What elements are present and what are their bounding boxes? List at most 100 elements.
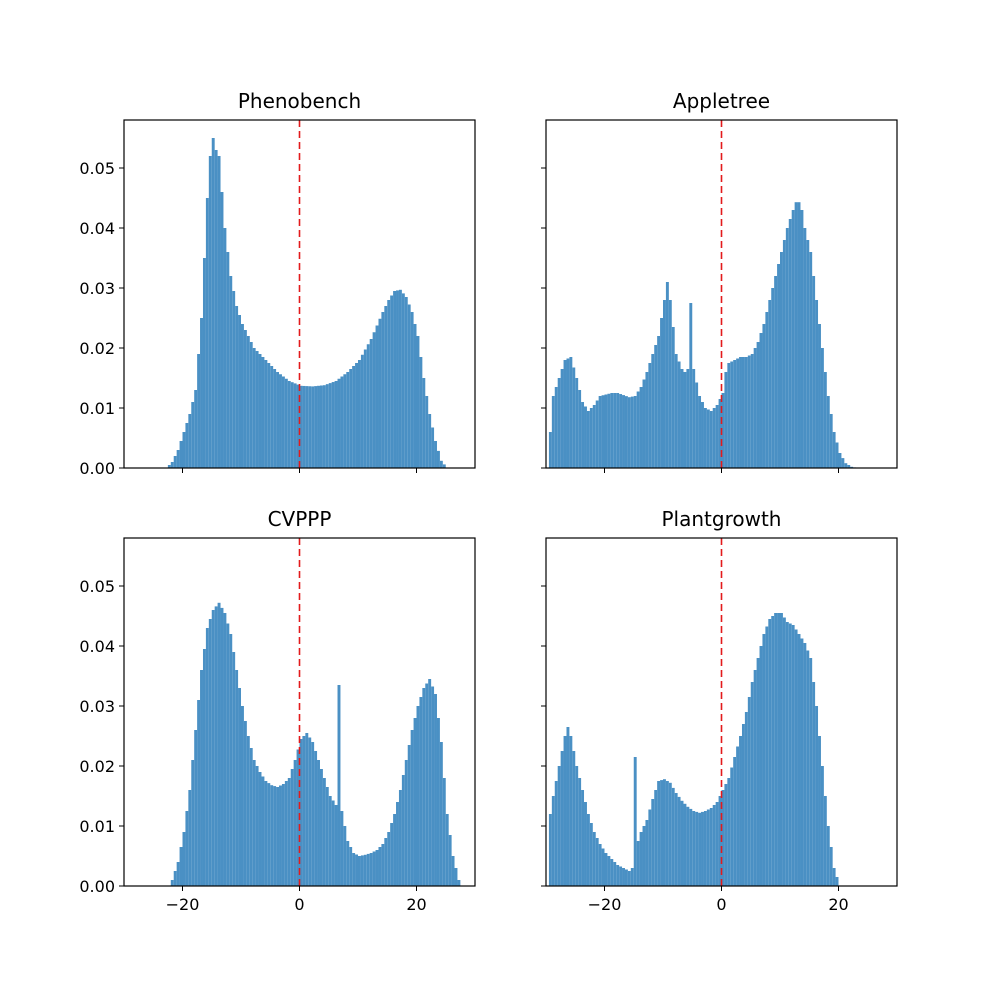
histogram-bar <box>683 803 687 886</box>
histogram-bar <box>252 348 256 468</box>
histogram-bar <box>396 290 399 468</box>
histogram-bar <box>733 757 737 886</box>
histogram-bar <box>548 814 552 886</box>
subplot-title: Phenobench <box>238 89 361 113</box>
histogram-bar <box>235 306 239 468</box>
histogram-bar <box>651 799 655 886</box>
histogram-bar <box>788 623 792 886</box>
histogram-bar <box>404 297 408 468</box>
histogram-bar <box>794 202 798 468</box>
histogram-bar <box>812 682 816 886</box>
histogram-bar <box>243 330 247 468</box>
histogram-bar <box>258 772 262 886</box>
histogram-bar <box>762 634 766 886</box>
histogram-bar <box>578 390 582 468</box>
histogram-bar <box>317 760 320 886</box>
histogram-bar <box>627 871 631 886</box>
histogram-bar <box>249 342 253 468</box>
histogram-bar <box>217 156 221 468</box>
histogram-bar <box>581 402 585 468</box>
histogram-bar <box>812 276 816 468</box>
histogram-bar <box>188 414 192 468</box>
histogram-bar <box>744 357 748 468</box>
histogram-bar <box>698 812 702 886</box>
histogram-bar <box>800 638 804 886</box>
histogram-bar <box>844 463 848 468</box>
histogram-bar <box>287 778 291 886</box>
histogram-bar <box>847 465 851 468</box>
histogram-bar <box>782 617 786 886</box>
histogram-bar <box>589 408 593 468</box>
histogram-bar <box>639 832 643 886</box>
histogram-bar <box>660 318 663 468</box>
histogram-bar <box>331 382 335 468</box>
y-tick-label: 0.02 <box>79 339 115 358</box>
histogram-bar <box>197 700 201 886</box>
histogram-bar <box>305 733 309 886</box>
histogram-bar <box>797 202 801 468</box>
histogram-bar <box>319 385 323 468</box>
histogram-bar <box>554 781 558 886</box>
histogram-bar <box>721 393 725 468</box>
histogram-bar <box>200 670 203 886</box>
histogram-bar <box>803 643 807 886</box>
histogram-bar <box>768 300 772 468</box>
histogram-bar <box>337 685 341 886</box>
histogram-bar <box>671 787 675 886</box>
histogram-bar <box>366 344 370 468</box>
histogram-bar <box>425 396 429 468</box>
histogram-bar <box>569 736 573 886</box>
histogram-bar <box>563 360 567 468</box>
histogram-bar <box>598 396 602 468</box>
histogram-bar <box>785 228 789 468</box>
histogram-bars <box>548 613 839 886</box>
histogram-bar <box>557 766 561 886</box>
histogram-bar <box>832 868 836 886</box>
histogram-bar <box>815 706 819 886</box>
histogram-bar <box>352 366 356 468</box>
histogram-bar <box>235 670 239 886</box>
histogram-bar <box>243 721 247 886</box>
histogram-bar <box>387 832 391 886</box>
histogram-bar <box>194 390 198 468</box>
histogram-bar <box>838 453 842 468</box>
histogram-bar <box>803 228 807 468</box>
histogram-bar <box>709 411 713 468</box>
histogram-bar <box>774 276 778 468</box>
histogram-bar <box>791 210 795 468</box>
histogram-bar <box>624 869 628 886</box>
histogram-bar <box>648 363 652 468</box>
histogram-bar <box>677 361 681 468</box>
histogram-bar <box>592 405 596 468</box>
histogram-bar <box>191 760 195 886</box>
x-tick-label: 20 <box>828 895 848 914</box>
histogram-bar <box>422 378 426 468</box>
histogram-bar <box>832 432 836 468</box>
histogram-bar <box>595 838 599 886</box>
histogram-bar <box>407 745 411 886</box>
histogram-bar <box>328 796 332 886</box>
histogram-bar <box>665 781 669 886</box>
histogram-bar <box>448 835 452 886</box>
histogram-bar <box>788 219 792 468</box>
subplot-appletree: Appletree <box>541 89 898 473</box>
histogram-bar <box>202 649 206 886</box>
histogram-bar <box>671 327 675 468</box>
histogram-bar <box>607 393 611 468</box>
histogram-bar <box>815 300 819 468</box>
histogram-bar <box>642 379 646 468</box>
histogram-bar <box>302 736 306 886</box>
histogram-bar <box>396 802 399 886</box>
y-tick-label: 0.01 <box>79 817 115 836</box>
subplot-title: CVPPP <box>268 507 332 531</box>
histogram-bar <box>639 387 643 468</box>
histogram-bar <box>343 374 347 468</box>
histogram-bar <box>806 650 810 886</box>
histogram-bar <box>572 751 576 886</box>
histogram-bar <box>692 369 696 468</box>
histogram-bar <box>439 742 443 886</box>
histogram-bar <box>747 697 751 886</box>
histogram-bars <box>170 602 461 886</box>
